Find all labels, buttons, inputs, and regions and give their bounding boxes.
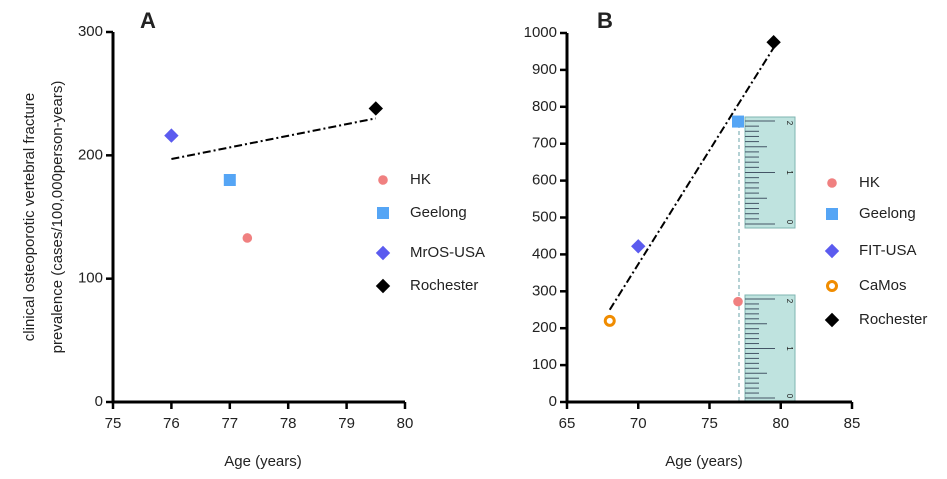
legend-marker xyxy=(824,312,840,328)
legend-label: MrOS-USA xyxy=(410,244,485,261)
y-tick-label: 700 xyxy=(532,135,557,152)
y-axis-label: clinical osteoporotic vertebral fracture xyxy=(21,93,38,341)
y-tick-label: 300 xyxy=(78,23,103,40)
x-tick-label: 77 xyxy=(221,415,238,432)
point xyxy=(733,296,743,307)
panel-label: B xyxy=(597,8,613,33)
ruler-label: 0 xyxy=(785,394,794,399)
trend-line xyxy=(608,47,775,311)
point xyxy=(766,35,781,50)
panel-label: A xyxy=(140,8,156,33)
y-tick-label: 0 xyxy=(95,393,103,410)
y-tick-label: 200 xyxy=(78,146,103,163)
legend-marker xyxy=(375,245,391,261)
x-tick-label: 79 xyxy=(338,415,355,432)
rulers: 2 1 0 2 1 0 xyxy=(744,116,796,403)
y-tick-label: 800 xyxy=(532,98,557,115)
point xyxy=(603,314,616,327)
point xyxy=(732,115,744,128)
legend-label: Rochester xyxy=(859,311,927,328)
x-tick-label: 85 xyxy=(844,415,861,432)
legend-label: Rochester xyxy=(410,277,478,294)
trend-line xyxy=(171,117,376,161)
ruler-label: 2 xyxy=(785,299,794,304)
point xyxy=(164,128,179,143)
legend-label: HK xyxy=(410,171,431,188)
legend-label: HK xyxy=(859,174,880,191)
legend-label: Geelong xyxy=(410,204,467,221)
y-tick-label: 0 xyxy=(549,393,557,410)
legend-marker xyxy=(824,243,840,259)
ruler-label: 1 xyxy=(785,346,794,351)
y-tick-label: 100 xyxy=(532,356,557,373)
legend-marker xyxy=(827,178,837,188)
point xyxy=(631,239,646,254)
legend-marker xyxy=(375,278,391,294)
x-tick-label: 75 xyxy=(701,415,718,432)
y-tick-label: 200 xyxy=(532,319,557,336)
point xyxy=(242,233,253,243)
x-tick-label: 80 xyxy=(397,415,414,432)
legend-label: CaMos xyxy=(859,277,907,294)
x-tick-label: 78 xyxy=(280,415,297,432)
x-tick-label: 65 xyxy=(559,415,576,432)
legend-label: FIT-USA xyxy=(859,242,917,259)
y-tick-label: 300 xyxy=(532,282,557,299)
x-tick-label: 80 xyxy=(772,415,789,432)
y-tick-label: 400 xyxy=(532,245,557,262)
ruler-label: 2 xyxy=(785,121,794,126)
legend-marker xyxy=(826,280,838,292)
ruler-label: 0 xyxy=(785,220,794,225)
point xyxy=(368,101,383,116)
y-tick-label: 600 xyxy=(532,172,557,189)
y-tick-label: 500 xyxy=(532,208,557,225)
x-axis-label: Age (years) xyxy=(665,453,743,470)
point xyxy=(223,174,236,186)
legend-label: Geelong xyxy=(859,205,916,222)
x-tick-label: 76 xyxy=(163,415,180,432)
y-tick-label: 100 xyxy=(78,270,103,287)
legend-marker xyxy=(826,208,838,220)
legend-marker xyxy=(378,175,388,185)
x-tick-label: 75 xyxy=(105,415,122,432)
y-axis-label: prevalence (cases/100,000person-years) xyxy=(49,81,66,354)
x-axis-label: Age (years) xyxy=(224,453,302,470)
x-tick-label: 70 xyxy=(630,415,647,432)
y-tick-label: 900 xyxy=(532,61,557,78)
legend-marker xyxy=(377,207,389,219)
ruler-label: 1 xyxy=(785,170,794,175)
y-tick-label: 1000 xyxy=(524,24,557,41)
